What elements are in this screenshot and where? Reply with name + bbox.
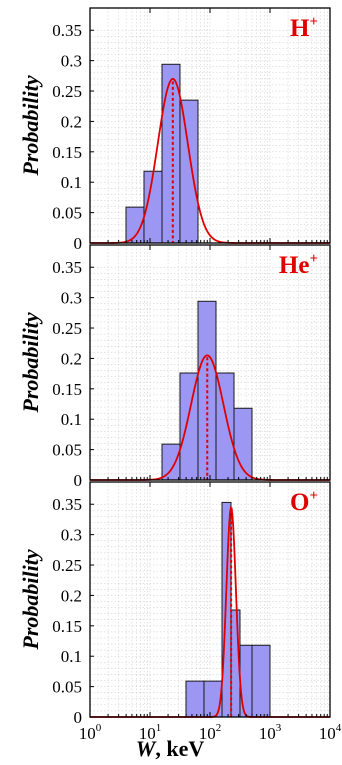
y-tick-label: 0 — [74, 471, 83, 490]
x-tick-label-exponent: 0 — [96, 722, 102, 734]
x-tick-label-base: 10 — [139, 724, 156, 743]
y-axis-label: Probability — [18, 75, 43, 176]
x-ticks — [89, 245, 331, 480]
x-tick-label-exponent: 2 — [216, 722, 222, 734]
ion-label-charge: + — [309, 14, 318, 30]
y-tick-label: 0.25 — [52, 556, 82, 575]
ion-label-symbol: O — [290, 489, 309, 516]
y-tick-label: 0.2 — [61, 349, 82, 368]
x-ticks — [89, 8, 331, 243]
svg-text:W, keV: W, keV — [136, 736, 205, 761]
x-tick-label-base: 10 — [319, 724, 336, 743]
panel-0: 0 0.05 0.1 0.15 0.2 0.25 0.3 0.35 Probability H+ — [18, 7, 331, 253]
histogram-bar — [215, 372, 235, 481]
ion-label: He+ — [279, 251, 318, 279]
y-tick-label: 0.35 — [52, 495, 82, 514]
ion-label: O+ — [290, 488, 318, 516]
histogram-bar — [203, 680, 223, 718]
y-tick-label: 0.25 — [52, 319, 82, 338]
histogram-bar — [251, 644, 271, 718]
histogram-bar — [239, 644, 253, 718]
y-tick-label: 0 — [74, 234, 83, 253]
y-tick-label: 0.15 — [52, 143, 82, 162]
x-tick-label: 104 — [319, 722, 342, 743]
y-ticks: 0 0.05 0.1 0.15 0.2 0.25 0.3 0.35 — [52, 495, 94, 727]
histogram-bar — [161, 443, 181, 481]
ion-label: H+ — [290, 14, 318, 42]
x-tick-labels: 100 101 102 103 104 — [79, 722, 342, 743]
y-tick-label: 0.35 — [52, 21, 82, 40]
x-axis-label-variable: W — [136, 736, 157, 761]
ion-label-charge: + — [309, 488, 318, 504]
x-axis-label-unit: , keV — [155, 736, 204, 761]
y-tick-label: 0.15 — [52, 617, 82, 636]
y-tick-label: 0.1 — [61, 410, 82, 429]
y-ticks: 0 0.05 0.1 0.15 0.2 0.25 0.3 0.35 — [52, 258, 94, 490]
ion-label-charge: + — [309, 251, 318, 267]
y-tick-label: 0 — [74, 708, 83, 727]
y-axis-label: Probability — [18, 312, 43, 413]
x-tick-label: 100 — [79, 722, 102, 743]
y-tick-label: 0.05 — [52, 441, 82, 460]
histogram-bar — [221, 501, 232, 718]
x-tick-label: 102 — [199, 722, 222, 743]
y-axis-label: Probability — [18, 549, 43, 650]
grid — [90, 482, 330, 717]
ion-label-symbol: He — [279, 252, 310, 279]
x-tick-label-exponent: 3 — [276, 722, 282, 734]
x-ticks — [89, 482, 331, 717]
bars — [161, 300, 253, 481]
x-tick-label: 103 — [259, 722, 282, 743]
y-tick-label: 0.2 — [61, 112, 82, 131]
y-tick-label: 0.25 — [52, 82, 82, 101]
y-tick-label: 0.3 — [61, 52, 82, 71]
histogram-bar — [179, 99, 199, 244]
x-axis-label: W, keV — [136, 736, 205, 761]
y-tick-label: 0.3 — [61, 526, 82, 545]
y-tick-label: 0.1 — [61, 647, 82, 666]
x-tick-label: 101 — [139, 722, 162, 743]
bars — [125, 63, 199, 244]
y-tick-label: 0.1 — [61, 173, 82, 192]
x-tick-label-base: 10 — [79, 724, 96, 743]
x-tick-label-base: 10 — [259, 724, 276, 743]
x-tick-label-base: 10 — [199, 724, 216, 743]
x-tick-label-exponent: 1 — [156, 722, 162, 734]
ion-label-symbol: H — [290, 15, 310, 42]
x-tick-label-exponent: 4 — [336, 722, 342, 734]
y-tick-label: 0.15 — [52, 380, 82, 399]
panels: 00.050.10.150.20.250.30.35ProbabilityH+0… — [18, 7, 342, 743]
y-tick-label: 0.35 — [52, 258, 82, 277]
y-tick-label: 0.05 — [52, 678, 82, 697]
y-tick-label: 0.05 — [52, 204, 82, 223]
y-tick-label: 0.2 — [61, 586, 82, 605]
y-tick-label: 0.3 — [61, 289, 82, 308]
y-ticks: 0 0.05 0.1 0.15 0.2 0.25 0.3 0.35 — [52, 21, 94, 253]
histogram-bar — [185, 680, 205, 718]
panel-1: 0 0.05 0.1 0.15 0.2 0.25 0.3 0.35 Probability He+ — [18, 244, 331, 490]
histogram-bar — [161, 63, 181, 244]
panel-2: 00.050.10.150.20.250.30.35ProbabilityO+1… — [18, 481, 342, 743]
